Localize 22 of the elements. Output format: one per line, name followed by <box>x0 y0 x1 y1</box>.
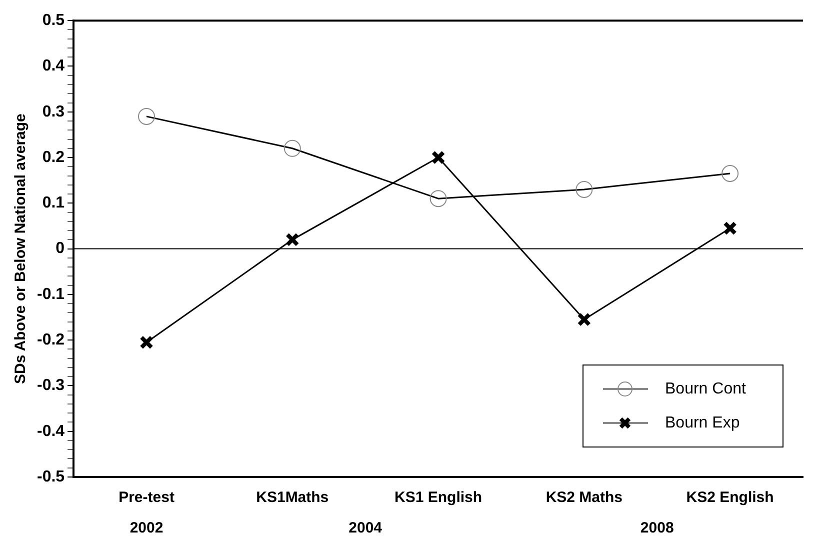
x-tick-label: KS2 English <box>686 489 774 506</box>
y-tick-label: -0.1 <box>36 286 65 303</box>
y-tick-label: 0.1 <box>42 194 65 212</box>
text: 2008 <box>640 520 674 537</box>
x-tick-label: KS1 English <box>394 489 482 506</box>
text: 2004 <box>348 520 383 537</box>
x-tick-label: Pre-test <box>118 489 174 506</box>
x-tick-label: KS2 Maths <box>546 489 623 506</box>
legend-label: Bourn Exp <box>665 414 740 432</box>
text: 2002 <box>130 520 164 537</box>
y-tick-label: 0.4 <box>42 58 65 75</box>
y-tick-label: -0.2 <box>36 331 65 348</box>
y-tick-label: 0.5 <box>42 12 65 30</box>
y-tick-label: -0.3 <box>36 377 65 394</box>
y-tick-label: -0.4 <box>36 422 65 440</box>
y-tick-label: 0.2 <box>42 148 65 166</box>
y-axis-title: SDs Above or Below National average <box>12 114 30 384</box>
y-tick-label: -0.5 <box>36 468 65 486</box>
legend-label: Bourn Cont <box>665 380 746 398</box>
y-tick-label: 0.3 <box>42 103 65 120</box>
y-tick-label: 0 <box>56 240 65 258</box>
x-tick-label: KS1Maths <box>256 489 329 506</box>
